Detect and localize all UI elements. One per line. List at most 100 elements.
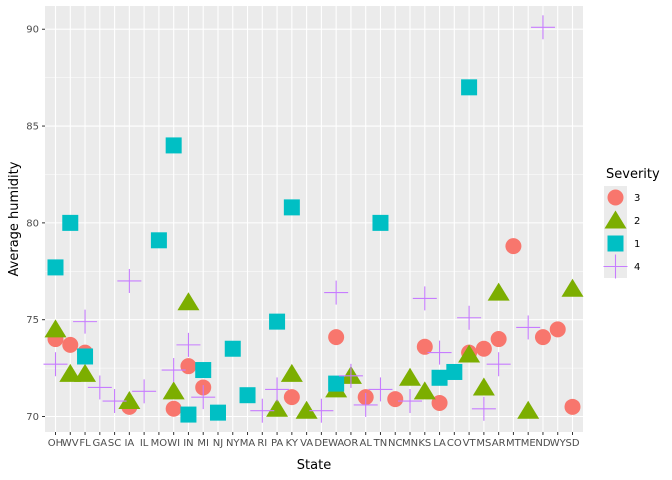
x-tick-label: DE <box>314 438 328 449</box>
y-tick-label: 85 <box>26 122 39 133</box>
point-severity-4-mn <box>398 389 423 414</box>
point-severity-3-in <box>180 358 197 375</box>
x-tick-label: SC <box>108 438 121 449</box>
point-severity-1-wa <box>328 375 345 392</box>
x-tick-label: AR <box>492 438 506 449</box>
point-severity-1-wi <box>165 137 182 154</box>
point-severity-2-vt <box>458 344 481 363</box>
point-severity-2-ks <box>413 381 436 400</box>
point-severity-3-wa <box>328 329 345 346</box>
point-severity-3-nd <box>534 329 551 346</box>
point-severity-4-al <box>353 392 378 417</box>
point-severity-3-wy <box>549 321 566 338</box>
point-severity-2-pa <box>266 398 289 417</box>
point-severity-1-wv <box>62 214 79 231</box>
point-severity-2-sd <box>561 278 584 297</box>
legend-key-4 <box>603 254 628 279</box>
x-tick-label: TN <box>373 438 388 449</box>
legend-key-3 <box>607 189 624 206</box>
point-severity-3-wi <box>165 400 182 417</box>
point-severity-4-fl <box>73 309 98 334</box>
x-tick-label: IL <box>140 438 149 449</box>
legend-key-2 <box>604 210 627 229</box>
x-tick-label: WI <box>167 438 180 449</box>
point-severity-1-nj <box>209 404 226 421</box>
point-severity-2-wi <box>162 381 185 400</box>
x-tick-label: MT <box>506 438 522 449</box>
series-1 <box>47 79 478 423</box>
point-severity-1-vt <box>461 79 478 96</box>
legend-label-3: 3 <box>634 193 640 204</box>
point-severity-1-ma <box>239 387 256 404</box>
x-tick-label: ME <box>521 438 536 449</box>
x-tick-label: VA <box>300 438 313 449</box>
y-tick-label: 70 <box>26 412 39 423</box>
y-tick-label: 75 <box>26 315 39 326</box>
point-severity-4-or <box>338 363 363 388</box>
point-severity-3-sd <box>564 398 581 415</box>
x-tick-label: PA <box>271 438 283 449</box>
point-severity-4-ia <box>117 268 142 293</box>
x-tick-label: OH <box>48 438 63 449</box>
point-severity-2-wv <box>59 363 82 382</box>
x-tick-label: MO <box>151 438 168 449</box>
y-tick-label: 80 <box>26 218 39 229</box>
minor-gridlines <box>45 77 583 369</box>
x-tick-label: MS <box>476 438 491 449</box>
point-severity-1-pa <box>269 313 286 330</box>
point-severity-1-fl <box>77 348 94 365</box>
x-tick-label: IA <box>124 438 134 449</box>
x-tick-label: VT <box>463 438 477 449</box>
x-tick-label: FL <box>79 438 91 449</box>
point-severity-4-il <box>132 379 157 404</box>
x-tick-label: KS <box>418 438 431 449</box>
point-severity-1-mo <box>150 232 167 249</box>
x-tick-label: CO <box>447 438 462 449</box>
point-severity-3-la <box>431 394 448 411</box>
data-points <box>43 15 584 423</box>
point-severity-3-mt <box>505 238 522 255</box>
point-severity-4-ar <box>486 352 511 377</box>
point-severity-1-la <box>431 369 448 386</box>
point-severity-3-ms <box>475 340 492 357</box>
point-severity-3-nc <box>387 391 404 408</box>
point-severity-3-ky <box>283 389 300 406</box>
point-severity-4-de <box>309 398 334 423</box>
x-tick-label: KY <box>286 438 299 449</box>
x-tick-label: NY <box>226 438 240 449</box>
point-severity-2-oh <box>44 319 67 338</box>
point-severity-4-sc <box>102 389 127 414</box>
point-severity-3-wv <box>62 336 79 353</box>
point-severity-2-ky <box>280 363 303 382</box>
point-severity-1-co <box>446 363 463 380</box>
point-severity-1-mi <box>195 362 212 379</box>
point-severity-3-ks <box>416 338 433 355</box>
x-tick-label: WY <box>550 438 567 449</box>
point-severity-2-ms <box>472 377 495 396</box>
point-severity-1-ny <box>224 340 241 357</box>
point-severity-2-mn <box>399 367 422 386</box>
x-tick-label: MN <box>402 438 418 449</box>
point-severity-4-la <box>427 340 452 365</box>
point-severity-4-wi <box>161 358 186 383</box>
point-severity-2-va <box>295 400 318 419</box>
point-severity-1-tn <box>372 214 389 231</box>
point-severity-1-ky <box>283 199 300 216</box>
y-axis: 70 75 80 85 90 <box>26 25 45 423</box>
y-axis-title: Average humidity <box>7 161 22 276</box>
x-tick-label: ND <box>535 438 550 449</box>
point-severity-4-ga <box>87 375 112 400</box>
point-severity-4-ri <box>250 398 275 423</box>
point-severity-4-wa <box>324 280 349 305</box>
x-tick-label: NC <box>388 438 402 449</box>
x-axis-title: State <box>297 458 331 473</box>
legend: Severity 3 2 1 4 <box>603 167 660 279</box>
panel-background <box>45 6 583 432</box>
point-severity-4-me <box>516 315 541 340</box>
legend-label-1: 1 <box>634 239 640 250</box>
x-tick-label: MA <box>240 438 256 449</box>
point-severity-4-pa <box>265 377 290 402</box>
point-severity-1-in <box>180 406 197 423</box>
